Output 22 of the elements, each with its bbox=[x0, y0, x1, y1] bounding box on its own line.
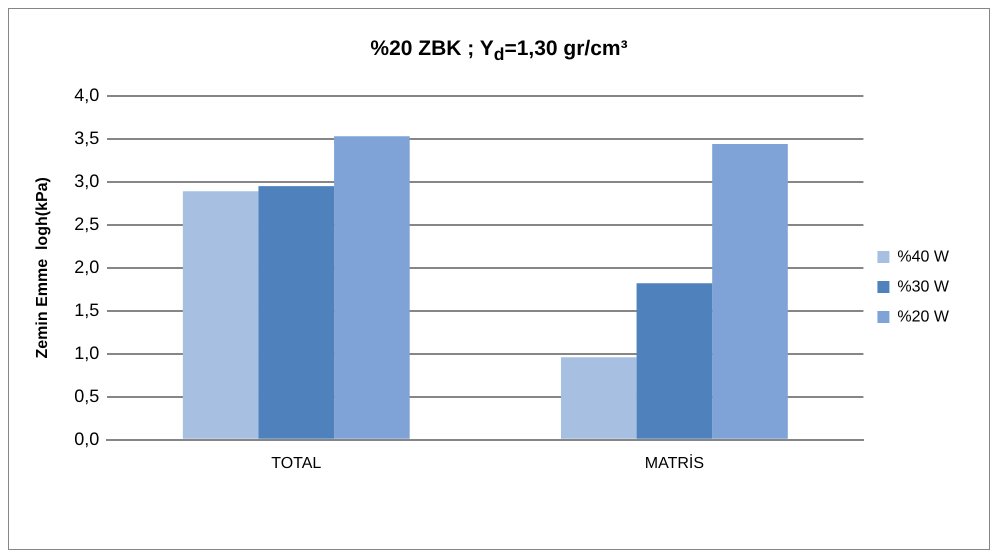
y-tick-label: 4,0 bbox=[74, 84, 100, 105]
legend-label: %20 W bbox=[897, 308, 950, 326]
y-axis-title: Zemin Emme logh(kPa) bbox=[34, 177, 52, 358]
chart-title: %20 ZBK ; Y$_{d}$=1,30 gr/cm³ bbox=[369, 36, 629, 66]
legend-label: %30 W bbox=[897, 278, 950, 296]
y-tick-label: 1,5 bbox=[74, 300, 100, 320]
x-tick-label: MATRİS bbox=[644, 454, 704, 472]
y-tick-label: 0,5 bbox=[74, 386, 100, 406]
y-tick-label: 1,0 bbox=[74, 342, 100, 363]
bar bbox=[712, 144, 788, 439]
bar bbox=[334, 136, 410, 439]
x-tick-label: TOTAL bbox=[271, 454, 322, 472]
bar bbox=[182, 191, 258, 439]
bar bbox=[258, 186, 334, 439]
y-tick-label: 2,0 bbox=[74, 256, 100, 277]
bar bbox=[560, 357, 637, 439]
legend-label: %40 W bbox=[897, 248, 950, 266]
y-tick-label: 0,0 bbox=[74, 428, 100, 449]
bar bbox=[636, 283, 712, 439]
y-tick-label: 3,5 bbox=[74, 128, 100, 148]
y-tick-label: 2,5 bbox=[74, 214, 100, 234]
y-tick-label: 3,0 bbox=[74, 170, 100, 191]
